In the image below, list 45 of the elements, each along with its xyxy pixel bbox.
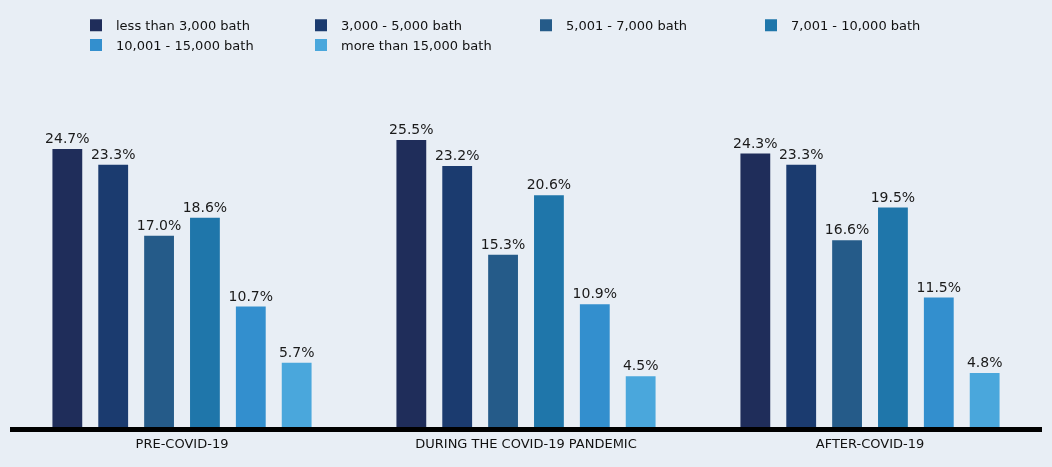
data-label: 19.5% xyxy=(870,188,916,205)
data-label: 23.2% xyxy=(434,146,480,163)
bar xyxy=(579,304,610,427)
bar xyxy=(144,235,174,427)
data-label: 17.0% xyxy=(136,216,182,233)
bar xyxy=(281,362,312,427)
bar xyxy=(98,164,129,427)
legend-label: more than 15,000 bath xyxy=(341,38,492,54)
data-label: 18.6% xyxy=(182,198,228,215)
bar xyxy=(923,297,954,427)
legend-label: 3,000 - 5,000 bath xyxy=(341,18,463,34)
bar xyxy=(969,373,1000,427)
data-label: 5.7% xyxy=(278,343,315,360)
data-label: 15.3% xyxy=(480,235,526,252)
data-label: 16.6% xyxy=(824,221,870,238)
bar xyxy=(832,240,862,427)
bar xyxy=(878,207,908,427)
bar xyxy=(190,217,220,427)
data-label: 25.5% xyxy=(389,121,434,138)
bar xyxy=(625,376,656,427)
legend-label: 5,001 - 7,000 bath xyxy=(566,18,688,34)
data-label: 10.7% xyxy=(228,287,274,304)
bar xyxy=(396,140,427,427)
x-tick-label: AFTER-COVID-19 xyxy=(815,435,925,451)
bar xyxy=(488,254,518,427)
data-label: 4.5% xyxy=(622,357,659,374)
bar xyxy=(442,165,473,427)
x-tick-label: PRE-COVID-19 xyxy=(135,435,229,451)
data-label: 11.5% xyxy=(916,278,962,295)
data-label: 23.3% xyxy=(90,145,136,162)
data-label: 23.3% xyxy=(778,145,824,162)
bar xyxy=(786,164,817,427)
x-tick-label: DURING THE COVID-19 PANDEMIC xyxy=(415,435,637,451)
bar xyxy=(534,195,564,427)
data-label: 10.9% xyxy=(572,285,618,302)
data-label: 20.6% xyxy=(526,176,572,193)
legend-label: less than 3,000 bath xyxy=(116,18,250,34)
data-label: 4.8% xyxy=(966,354,1003,370)
bar xyxy=(235,306,266,427)
bar xyxy=(740,153,771,427)
legend-label: 7,001 - 10,000 bath xyxy=(791,18,921,34)
bar xyxy=(52,149,83,427)
data-label: 24.7% xyxy=(45,130,90,147)
legend-label: 10,001 - 15,000 bath xyxy=(116,38,254,54)
data-label: 24.3% xyxy=(733,134,778,151)
